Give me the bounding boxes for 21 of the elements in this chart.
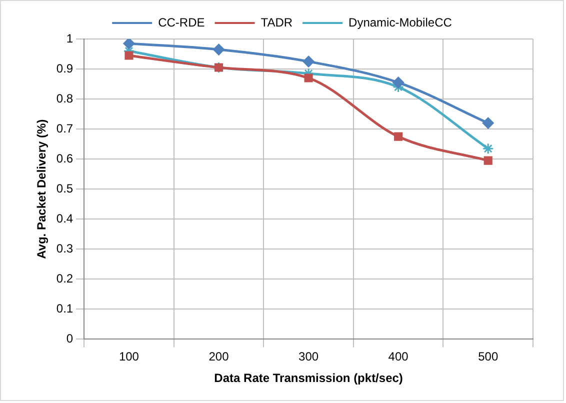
y-tick-label: 0.2 [56, 271, 74, 286]
x-tick-label: 400 [388, 350, 409, 364]
y-tick-label: 0.4 [56, 211, 74, 226]
legend-label: Dynamic-MobileCC [348, 15, 452, 30]
y-tick-label: 0.9 [56, 61, 74, 76]
y-tick-label: 0.3 [56, 241, 74, 256]
y-tick-label: 0.5 [56, 181, 74, 196]
x-tick-label: 300 [298, 350, 319, 364]
x-tick-label: 100 [118, 350, 140, 364]
legend-label: CC-RDE [158, 15, 205, 30]
legend-label: TADR [260, 15, 293, 30]
y-tick-label: 1 [66, 31, 74, 46]
x-tick-label: 500 [478, 350, 498, 364]
y-tick-label: 0 [66, 332, 74, 346]
y-tick-label: 0.7 [56, 121, 74, 136]
y-axis-title: Avg. Packet Delivery (%) [34, 119, 49, 259]
x-tick-label: 200 [208, 350, 230, 364]
x-axis-title: Data Rate Transmission (pkt/sec) [214, 371, 403, 386]
y-tick-label: 0.8 [56, 91, 74, 106]
y-tick-label: 0.6 [56, 151, 74, 166]
y-tick-label: 0.1 [56, 301, 74, 316]
